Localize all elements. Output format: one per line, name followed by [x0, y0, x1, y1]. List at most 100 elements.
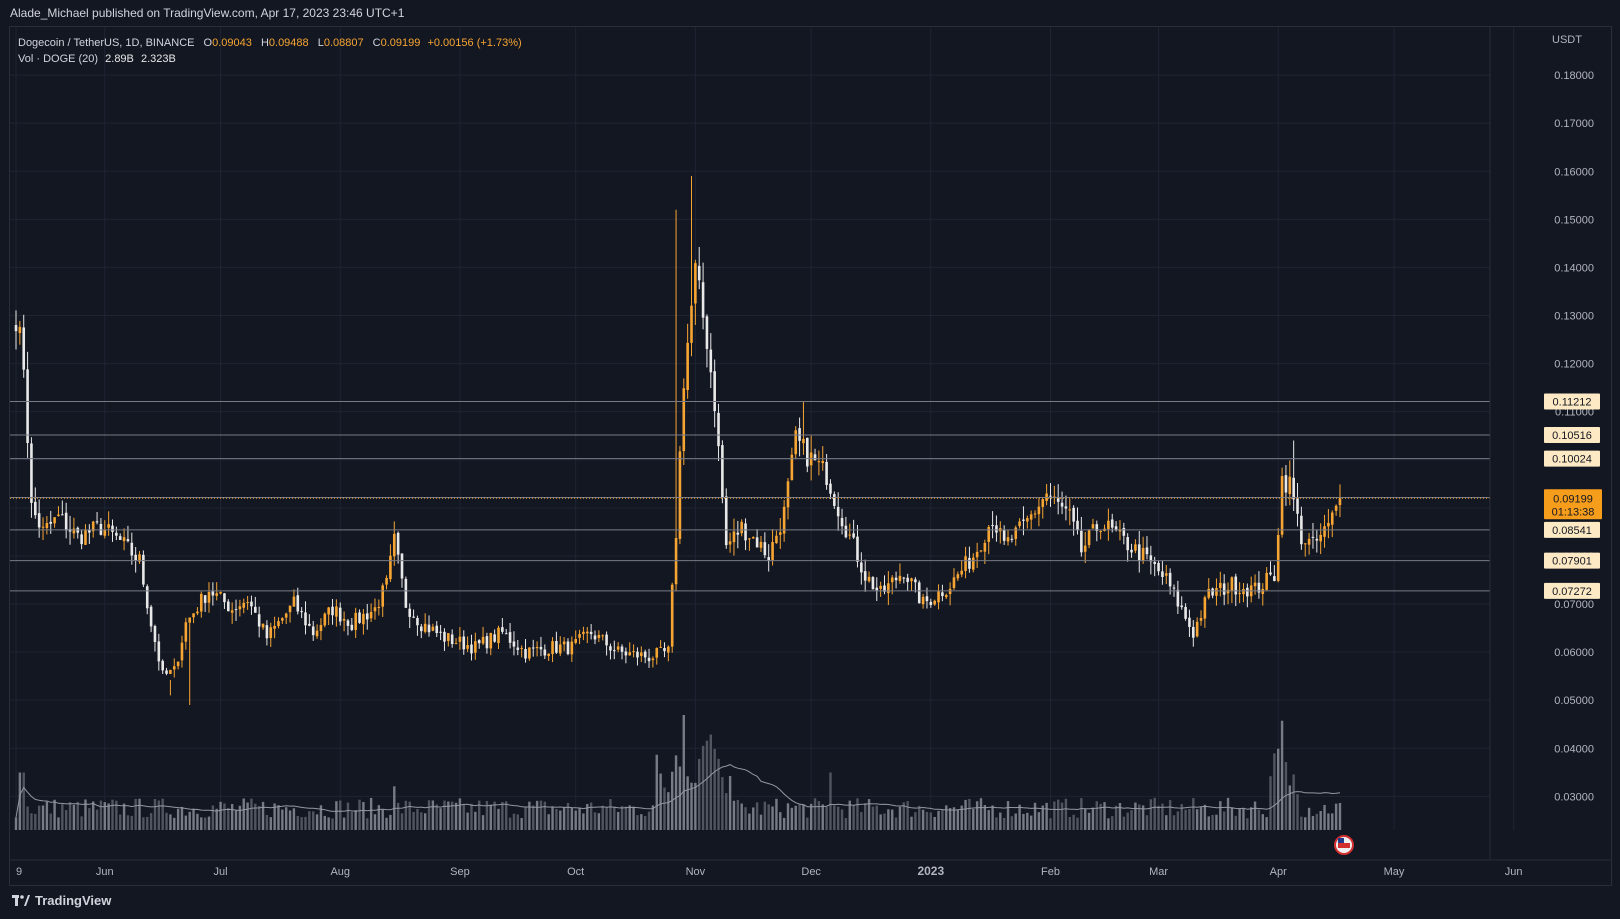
price-tick-label: 0.04000 — [1554, 743, 1594, 755]
candle-body — [555, 641, 558, 653]
volume-bar — [126, 815, 130, 830]
candle-body — [1288, 476, 1292, 495]
candle-body — [1284, 475, 1288, 493]
candle-body — [995, 525, 998, 533]
volume-bar — [1261, 814, 1264, 830]
candle-body — [416, 617, 419, 626]
candle-body — [385, 577, 388, 585]
volume-bar — [312, 811, 315, 830]
volume-bar — [396, 802, 400, 830]
volume-bar — [223, 803, 226, 830]
candle-body — [860, 562, 863, 573]
legend-close-value: 0.09199 — [380, 37, 421, 49]
candle-body — [64, 512, 68, 531]
candle-body — [1026, 518, 1029, 522]
tradingview-brand[interactable]: TradingView — [12, 893, 111, 908]
candle-body — [1149, 555, 1153, 562]
candle-body — [1122, 527, 1126, 536]
volume-bar — [674, 755, 678, 830]
event-flag-stripe — [1337, 843, 1350, 848]
volume-bar — [1068, 816, 1071, 830]
volume-bar — [1118, 802, 1122, 830]
candle-body — [338, 607, 342, 622]
candle-body — [1130, 549, 1133, 553]
candle-body — [504, 633, 508, 635]
volume-bar — [1165, 815, 1168, 830]
volume-bar — [945, 805, 948, 830]
candle-body — [350, 624, 354, 630]
candle-body — [257, 614, 261, 627]
volume-bar — [474, 811, 477, 830]
volume-bar — [528, 801, 531, 830]
volume-bar — [1300, 816, 1303, 830]
candle-body — [744, 523, 747, 541]
candle-body — [315, 630, 319, 637]
publisher-line: Alade_Michael published on TradingView.c… — [10, 6, 405, 20]
candle-body — [1137, 544, 1141, 561]
candle-body — [227, 601, 230, 612]
volume-bar — [169, 814, 172, 830]
candle-body — [1110, 519, 1114, 528]
volume-bar — [840, 809, 844, 830]
volume-bar — [366, 818, 369, 830]
candle-body — [813, 454, 817, 461]
volume-bar — [323, 815, 326, 830]
volume-bar — [524, 806, 527, 830]
price-tick-label: 0.13000 — [1554, 311, 1594, 323]
volume-bar — [833, 805, 836, 830]
tradingview-logo-icon — [12, 894, 30, 906]
candle-body — [941, 592, 944, 597]
candle-body — [172, 666, 176, 670]
volume-bar — [809, 803, 813, 830]
candle-body — [1161, 571, 1164, 577]
volume-bar — [1037, 812, 1041, 830]
candle-body — [111, 525, 114, 532]
volume-bar — [883, 813, 886, 830]
time-tick-label: Sep — [450, 866, 470, 878]
volume-ma-line — [15, 764, 1341, 818]
volume-bar — [219, 801, 222, 830]
volume-bar — [694, 782, 697, 830]
volume-bar — [1126, 812, 1129, 830]
volume-bar — [454, 802, 458, 830]
volume-bar — [728, 776, 732, 830]
candle-body — [585, 631, 589, 634]
price-tick-label: 0.16000 — [1554, 166, 1594, 178]
candle-body — [153, 626, 157, 642]
volume-bar — [721, 777, 724, 830]
volume-bar — [914, 812, 917, 830]
volume-bar — [570, 807, 574, 830]
volume-bar — [879, 814, 882, 830]
candle-body — [875, 587, 879, 591]
volume-bar — [562, 807, 566, 830]
volume-bar — [389, 814, 392, 830]
candle-body — [447, 633, 450, 641]
candle-body — [134, 554, 137, 561]
volume-bar — [1199, 807, 1203, 830]
volume-bar — [856, 798, 859, 830]
volume-bar — [281, 809, 284, 830]
volume-bar — [659, 773, 662, 830]
volume-bar — [632, 806, 635, 830]
candle-body — [1029, 514, 1033, 520]
candle-body — [292, 596, 296, 607]
volume-bar — [192, 808, 195, 830]
price-tick-label: 0.14000 — [1554, 262, 1594, 274]
candle-body — [1091, 524, 1095, 529]
candle-body — [740, 521, 743, 534]
volume-bar — [593, 812, 597, 830]
candle-body — [203, 595, 207, 603]
volume-bar — [211, 805, 215, 830]
candle-body — [705, 316, 709, 349]
candle-body — [1226, 589, 1230, 594]
volume-bar — [1319, 811, 1322, 830]
volume-bar — [975, 801, 979, 830]
volume-bar — [995, 817, 998, 830]
volume-bar — [138, 798, 141, 830]
volume-bar — [1080, 798, 1083, 830]
volume-bar — [53, 799, 56, 830]
volume-bar — [1284, 762, 1288, 830]
chart-frame[interactable] — [9, 26, 1612, 886]
candle-body — [373, 607, 377, 612]
